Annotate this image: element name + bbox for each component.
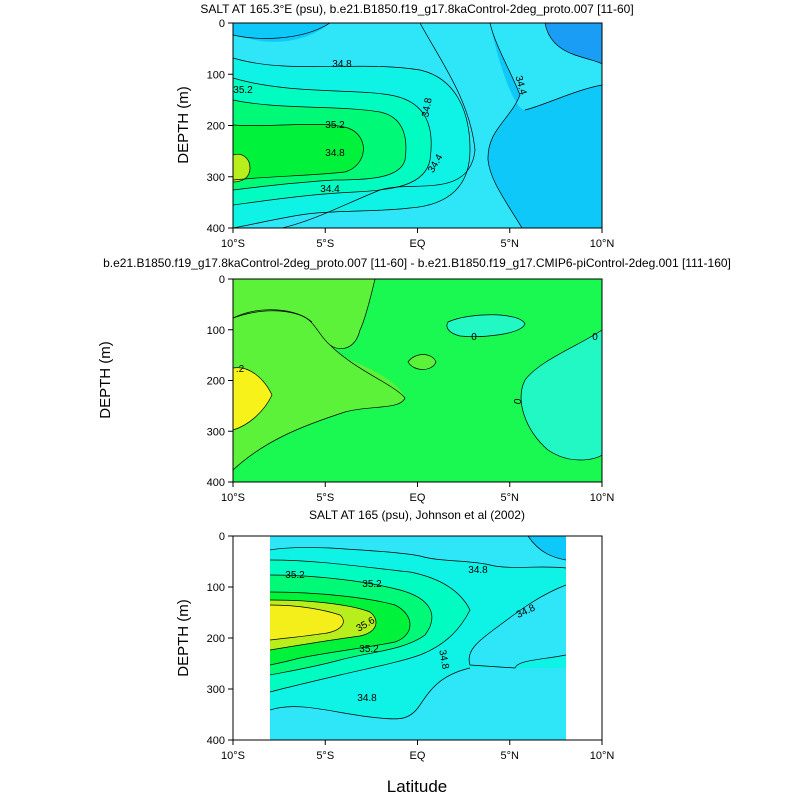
x-tick-label: EQ bbox=[410, 492, 426, 504]
clabel: 35.2 bbox=[325, 120, 345, 131]
panel-3-ylabel: DEPTH (m) bbox=[175, 599, 192, 677]
y-tick-label: 200 bbox=[207, 633, 225, 645]
x-tick-label: 10°N bbox=[590, 238, 615, 250]
fill-pos-west bbox=[233, 309, 405, 470]
clabel: 34.8 bbox=[468, 565, 488, 576]
fill-34.6-top bbox=[270, 536, 566, 568]
x-tick-label: 5°S bbox=[316, 492, 334, 504]
clabel: 34.8 bbox=[332, 59, 352, 70]
x-tick-label: EQ bbox=[410, 238, 426, 250]
fill-pos2 bbox=[233, 367, 272, 430]
y-tick-label: 100 bbox=[207, 325, 225, 337]
fill-pos-top bbox=[233, 279, 375, 349]
fill-35.6 bbox=[233, 154, 250, 182]
clabel: .2 bbox=[236, 364, 245, 375]
x-tick-label: 5°N bbox=[501, 750, 520, 762]
clabel: 34.8 bbox=[357, 693, 377, 704]
x-tick-label: EQ bbox=[410, 750, 426, 762]
y-tick-label: 400 bbox=[207, 223, 225, 235]
y-tick-label: 300 bbox=[207, 684, 225, 696]
y-tick-label: 400 bbox=[207, 477, 225, 489]
x-tick-label: 10°S bbox=[221, 492, 245, 504]
clabel: 34.8 bbox=[420, 97, 434, 119]
x-tick-label: 5°S bbox=[316, 750, 334, 762]
fill-pos-small bbox=[408, 354, 436, 370]
x-tick-label: 10°S bbox=[221, 238, 245, 250]
fill-34.4-nw bbox=[233, 23, 330, 42]
clabel: 34.8 bbox=[325, 148, 345, 159]
clabel: 34.4 bbox=[513, 75, 529, 97]
fill-34.6-bottom bbox=[270, 668, 566, 740]
clabel: 0 bbox=[592, 332, 598, 343]
clabel: 35.2 bbox=[233, 85, 253, 96]
y-tick-label: 100 bbox=[207, 582, 225, 594]
panel-1-ylabel: DEPTH (m) bbox=[175, 86, 192, 164]
y-tick-label: 0 bbox=[219, 274, 225, 286]
panel-2-ylabel: DEPTH (m) bbox=[97, 341, 114, 419]
fill-35.8 bbox=[270, 605, 344, 640]
clabel: 35.2 bbox=[362, 579, 382, 590]
clabel: 34.8 bbox=[436, 649, 450, 671]
x-tick-label: 10°S bbox=[221, 750, 245, 762]
fill-neg-ne bbox=[446, 314, 525, 337]
x-tick-label: 5°S bbox=[316, 238, 334, 250]
x-axis-label: Latitude bbox=[387, 777, 448, 796]
clabel: 35.2 bbox=[359, 644, 379, 655]
panel-2-contour-labels: .2 0 0 0 bbox=[236, 332, 598, 405]
fill-34.4-east bbox=[487, 23, 602, 228]
y-tick-label: 200 bbox=[207, 121, 225, 133]
x-tick-label: 5°N bbox=[501, 492, 520, 504]
y-tick-label: 400 bbox=[207, 735, 225, 747]
clabel: 0 bbox=[513, 397, 525, 405]
y-tick-label: 0 bbox=[219, 18, 225, 30]
y-tick-label: 300 bbox=[207, 426, 225, 438]
y-tick-label: 300 bbox=[207, 172, 225, 184]
panel-1-contour-lines bbox=[233, 23, 602, 228]
fill-neg-east bbox=[521, 330, 602, 460]
panel-3-contour-lines bbox=[270, 536, 566, 720]
panel-3: SALT AT 165 (psu), Johnson et al (2002) bbox=[175, 508, 614, 796]
y-tick-label: 100 bbox=[207, 69, 225, 81]
fill-34.2-ne bbox=[545, 23, 602, 64]
fill-35.4 bbox=[233, 124, 364, 180]
clabel: 0 bbox=[471, 332, 477, 343]
x-tick-label: 10°N bbox=[590, 492, 615, 504]
panel-2-title: b.e21.B1850.f19_g17.8kaControl-2deg_prot… bbox=[103, 256, 731, 270]
x-tick-label: 10°N bbox=[590, 750, 615, 762]
panel-2: b.e21.B1850.f19_g17.8kaControl-2deg_prot… bbox=[97, 256, 731, 504]
panel-2-contour-lines bbox=[233, 279, 602, 471]
y-tick-label: 200 bbox=[207, 376, 225, 388]
clabel: 35.2 bbox=[285, 570, 305, 581]
x-tick-label: 5°N bbox=[501, 238, 520, 250]
panel-3-contours bbox=[270, 536, 566, 740]
fill-34.4-ne bbox=[528, 536, 566, 560]
panel-3-title: SALT AT 165 (psu), Johnson et al (2002) bbox=[309, 508, 525, 522]
y-tick-label: 0 bbox=[219, 531, 225, 543]
panel-1-contours bbox=[233, 23, 602, 228]
panel-1-title: SALT AT 165.3°E (psu), b.e21.B1850.f19_g… bbox=[200, 2, 633, 16]
panel-1: SALT AT 165.3°E (psu), b.e21.B1850.f19_g… bbox=[175, 2, 634, 250]
clabel: 34.4 bbox=[320, 184, 340, 195]
panel-2-contours bbox=[233, 279, 602, 482]
fill-34.6-east bbox=[469, 585, 566, 668]
